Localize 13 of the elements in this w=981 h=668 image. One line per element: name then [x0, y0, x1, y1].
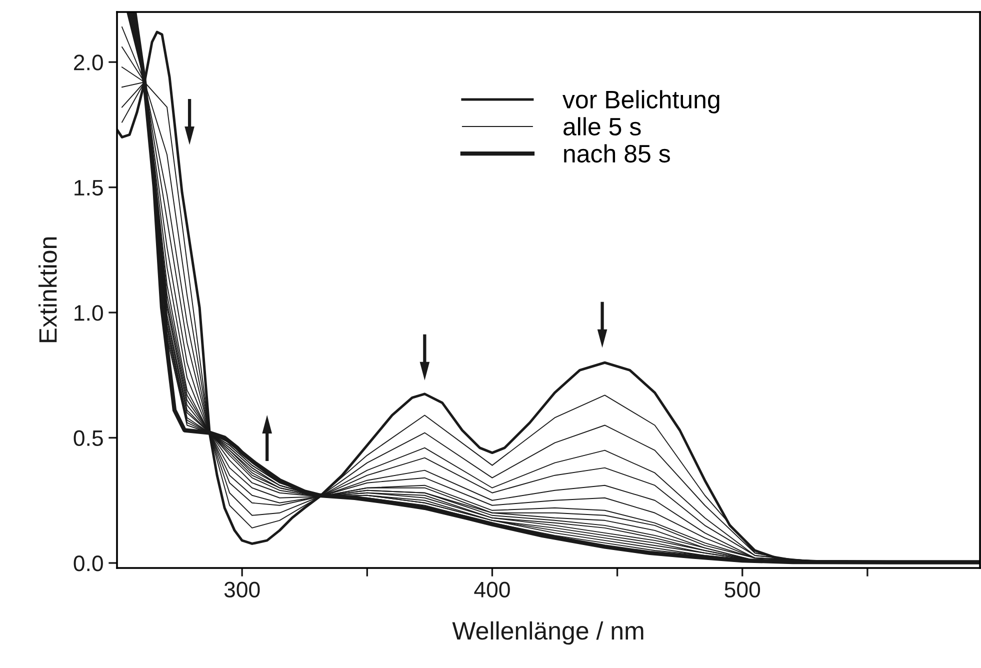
legend-label: alle 5 s — [564, 117, 641, 136]
y-tick-label: 0.5 — [74, 430, 103, 446]
y-tick-label: 0.0 — [74, 556, 103, 572]
y-axis-title: Extinktion — [38, 237, 57, 342]
y-tick-label: 2.0 — [74, 54, 103, 70]
legend-label: vor Belichtung — [562, 90, 720, 114]
y-tick-label: 1.5 — [74, 180, 103, 196]
x-tick-label: 300 — [224, 582, 260, 598]
y-tick-label: 1.0 — [74, 305, 103, 321]
x-tick-label: 400 — [474, 582, 510, 598]
legend-label: nach 85 s — [564, 144, 670, 163]
x-tick-label: 500 — [724, 582, 760, 598]
x-axis-title: Wellenlänge / nm — [452, 621, 644, 645]
